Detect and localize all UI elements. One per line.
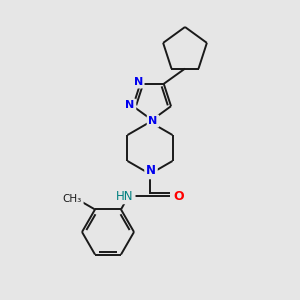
Text: CH₃: CH₃ <box>63 194 82 205</box>
Text: O: O <box>174 190 184 202</box>
Text: HN: HN <box>116 190 134 202</box>
Text: N: N <box>146 164 156 178</box>
Text: N: N <box>148 116 158 126</box>
Text: N: N <box>125 100 135 110</box>
Text: N: N <box>134 77 143 87</box>
